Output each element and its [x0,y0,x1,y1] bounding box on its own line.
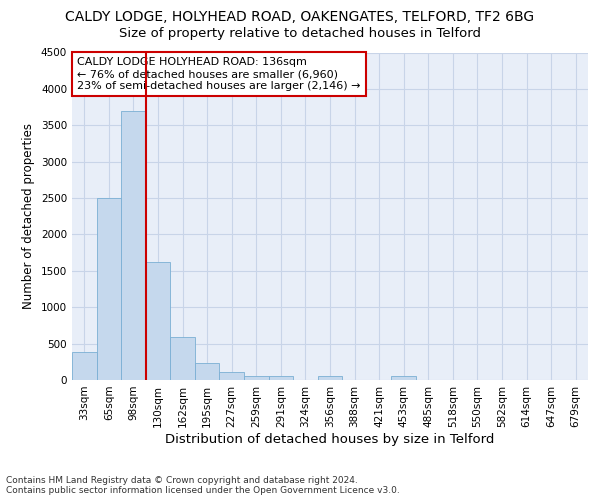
Bar [97,198,121,380]
Y-axis label: Number of detached properties: Number of detached properties [22,123,35,309]
Bar [72,352,97,380]
Bar [391,376,416,380]
Text: Size of property relative to detached houses in Telford: Size of property relative to detached ho… [119,28,481,40]
Text: Contains HM Land Registry data © Crown copyright and database right 2024.
Contai: Contains HM Land Registry data © Crown c… [6,476,400,495]
X-axis label: Distribution of detached houses by size in Telford: Distribution of detached houses by size … [166,432,494,446]
Bar [220,372,244,380]
Text: CALDY LODGE HOLYHEAD ROAD: 136sqm
← 76% of detached houses are smaller (6,960)
2: CALDY LODGE HOLYHEAD ROAD: 136sqm ← 76% … [77,58,361,90]
Bar [195,362,220,380]
Bar [170,337,195,380]
Bar [244,376,269,380]
Text: CALDY LODGE, HOLYHEAD ROAD, OAKENGATES, TELFORD, TF2 6BG: CALDY LODGE, HOLYHEAD ROAD, OAKENGATES, … [65,10,535,24]
Bar [318,376,342,380]
Bar [121,110,146,380]
Bar [146,262,170,380]
Bar [269,376,293,380]
